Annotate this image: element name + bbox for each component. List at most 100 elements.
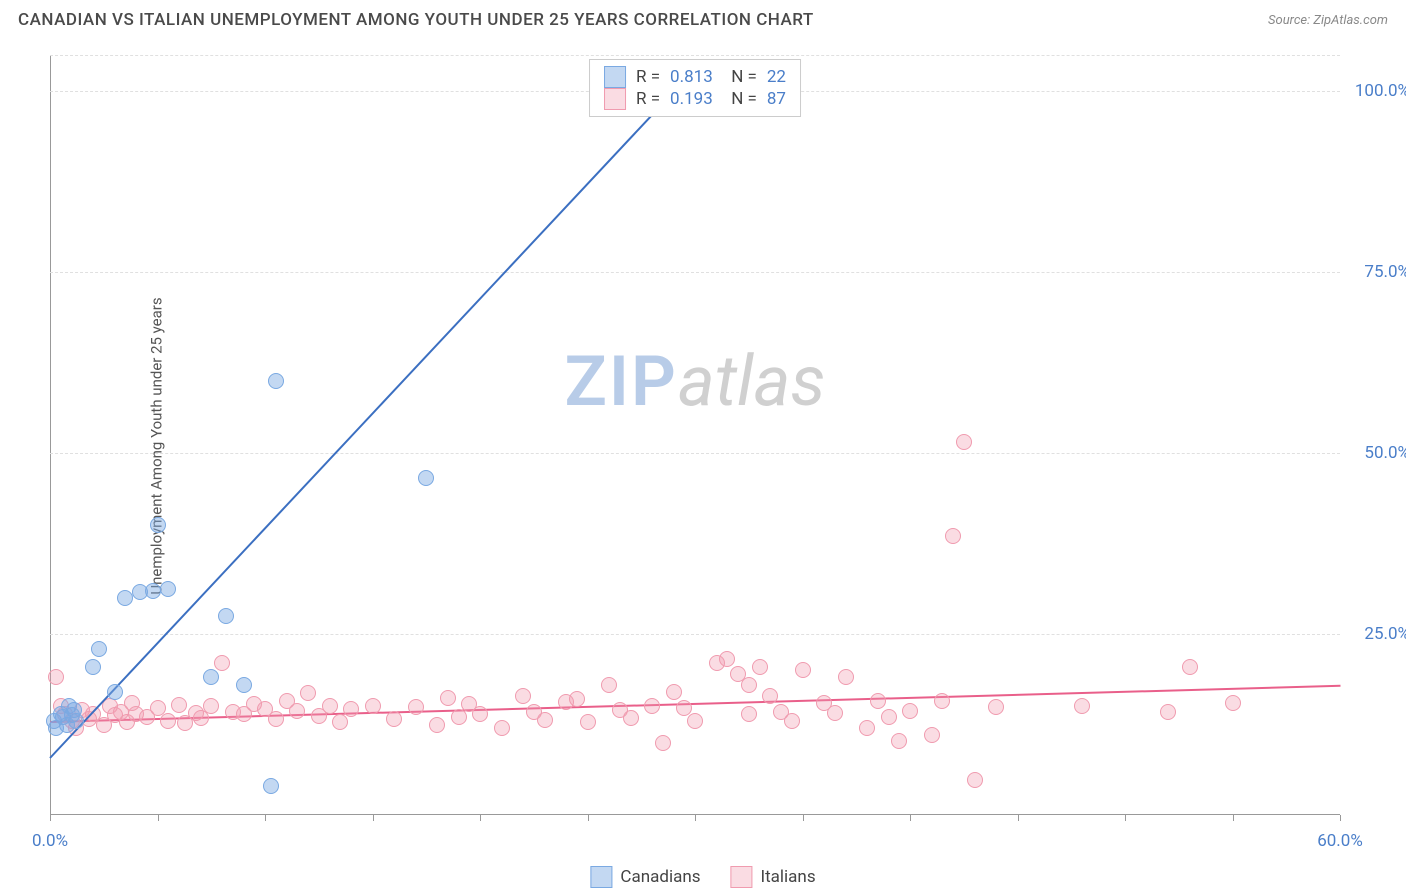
data-point-italians: [870, 693, 886, 709]
source-label: Source: ZipAtlas.com: [1268, 13, 1388, 28]
data-point-italians: [741, 677, 757, 693]
data-point-italians: [655, 735, 671, 751]
y-tick-label: 50.0%: [1350, 443, 1406, 463]
n-label: N =: [723, 67, 757, 87]
swatch-canadians: [604, 66, 626, 88]
x-tick: [373, 815, 374, 821]
data-point-italians: [429, 717, 445, 733]
x-tick-label: 0.0%: [32, 831, 68, 851]
data-point-italians: [934, 693, 950, 709]
watermark-atlas: atlas: [678, 341, 826, 423]
data-point-canadians: [107, 684, 123, 700]
data-point-italians: [644, 698, 660, 714]
data-point-italians: [795, 662, 811, 678]
data-point-italians: [171, 697, 187, 713]
legend-item-canadians: Canadians: [590, 866, 700, 888]
data-point-italians: [762, 688, 778, 704]
data-point-italians: [386, 711, 402, 727]
legend-label-italians: Italians: [760, 867, 815, 887]
data-point-italians: [289, 703, 305, 719]
data-point-italians: [902, 703, 918, 719]
y-tick-label: 75.0%: [1350, 262, 1406, 282]
x-tick: [588, 815, 589, 821]
data-point-italians: [623, 710, 639, 726]
x-tick-label: 60.0%: [1317, 831, 1363, 851]
data-point-italians: [48, 669, 64, 685]
legend: Canadians Italians: [590, 866, 815, 888]
gridline: [50, 634, 1340, 635]
r-label: R =: [636, 89, 660, 109]
n-value-canadians: 22: [767, 67, 786, 87]
data-point-italians: [160, 713, 176, 729]
data-point-italians: [666, 684, 682, 700]
gridline: [50, 272, 1340, 273]
x-tick: [50, 815, 51, 821]
data-point-canadians: [85, 659, 101, 675]
r-value-canadians: 0.813: [670, 67, 713, 87]
data-point-italians: [494, 720, 510, 736]
n-label: N =: [723, 89, 757, 109]
data-point-italians: [472, 706, 488, 722]
data-point-italians: [1074, 698, 1090, 714]
data-point-italians: [967, 772, 983, 788]
data-point-canadians: [91, 641, 107, 657]
data-point-italians: [752, 659, 768, 675]
data-point-canadians: [203, 669, 219, 685]
data-point-italians: [203, 698, 219, 714]
plot-area: ZIPatlas 25.0%50.0%75.0%100.0%0.0%60.0%: [50, 55, 1340, 815]
data-point-italians: [924, 727, 940, 743]
data-point-italians: [515, 688, 531, 704]
watermark: ZIPatlas: [564, 341, 825, 423]
data-point-italians: [881, 709, 897, 725]
data-point-italians: [601, 677, 617, 693]
data-point-canadians: [68, 713, 84, 729]
data-point-italians: [827, 705, 843, 721]
gridline: [50, 453, 1340, 454]
data-point-italians: [687, 713, 703, 729]
data-point-canadians: [236, 677, 252, 693]
swatch-italians: [604, 88, 626, 110]
legend-swatch-canadians: [590, 866, 612, 888]
data-point-canadians: [263, 778, 279, 794]
data-point-canadians: [150, 517, 166, 533]
x-tick: [480, 815, 481, 821]
r-value-italians: 0.193: [670, 89, 713, 109]
data-point-italians: [1225, 695, 1241, 711]
legend-label-canadians: Canadians: [620, 867, 700, 887]
data-point-italians: [332, 714, 348, 730]
gridline: [50, 55, 1340, 56]
data-point-canadians: [418, 470, 434, 486]
data-point-italians: [891, 733, 907, 749]
data-point-italians: [956, 434, 972, 450]
data-point-italians: [322, 698, 338, 714]
data-point-italians: [580, 714, 596, 730]
data-point-canadians: [145, 583, 161, 599]
data-point-italians: [719, 651, 735, 667]
header: CANADIAN VS ITALIAN UNEMPLOYMENT AMONG Y…: [0, 0, 1406, 36]
chart-title: CANADIAN VS ITALIAN UNEMPLOYMENT AMONG Y…: [18, 10, 814, 30]
y-tick-label: 100.0%: [1350, 81, 1406, 101]
stats-box: R = 0.813 N = 22 R = 0.193 N = 87: [589, 59, 801, 117]
data-point-italians: [838, 669, 854, 685]
x-tick: [695, 815, 696, 821]
data-point-italians: [343, 701, 359, 717]
data-point-italians: [988, 699, 1004, 715]
data-point-canadians: [160, 581, 176, 597]
chart-container: ZIPatlas 25.0%50.0%75.0%100.0%0.0%60.0% …: [50, 55, 1340, 815]
y-axis-line: [50, 55, 51, 815]
data-point-canadians: [218, 608, 234, 624]
data-point-italians: [741, 706, 757, 722]
x-tick: [910, 815, 911, 821]
trend-line-canadians: [49, 92, 674, 759]
data-point-italians: [784, 713, 800, 729]
data-point-italians: [945, 528, 961, 544]
data-point-italians: [440, 690, 456, 706]
x-tick: [265, 815, 266, 821]
legend-item-italians: Italians: [730, 866, 815, 888]
data-point-italians: [859, 720, 875, 736]
x-tick: [158, 815, 159, 821]
x-tick: [1233, 815, 1234, 821]
x-tick: [803, 815, 804, 821]
x-tick: [1125, 815, 1126, 821]
data-point-italians: [214, 655, 230, 671]
